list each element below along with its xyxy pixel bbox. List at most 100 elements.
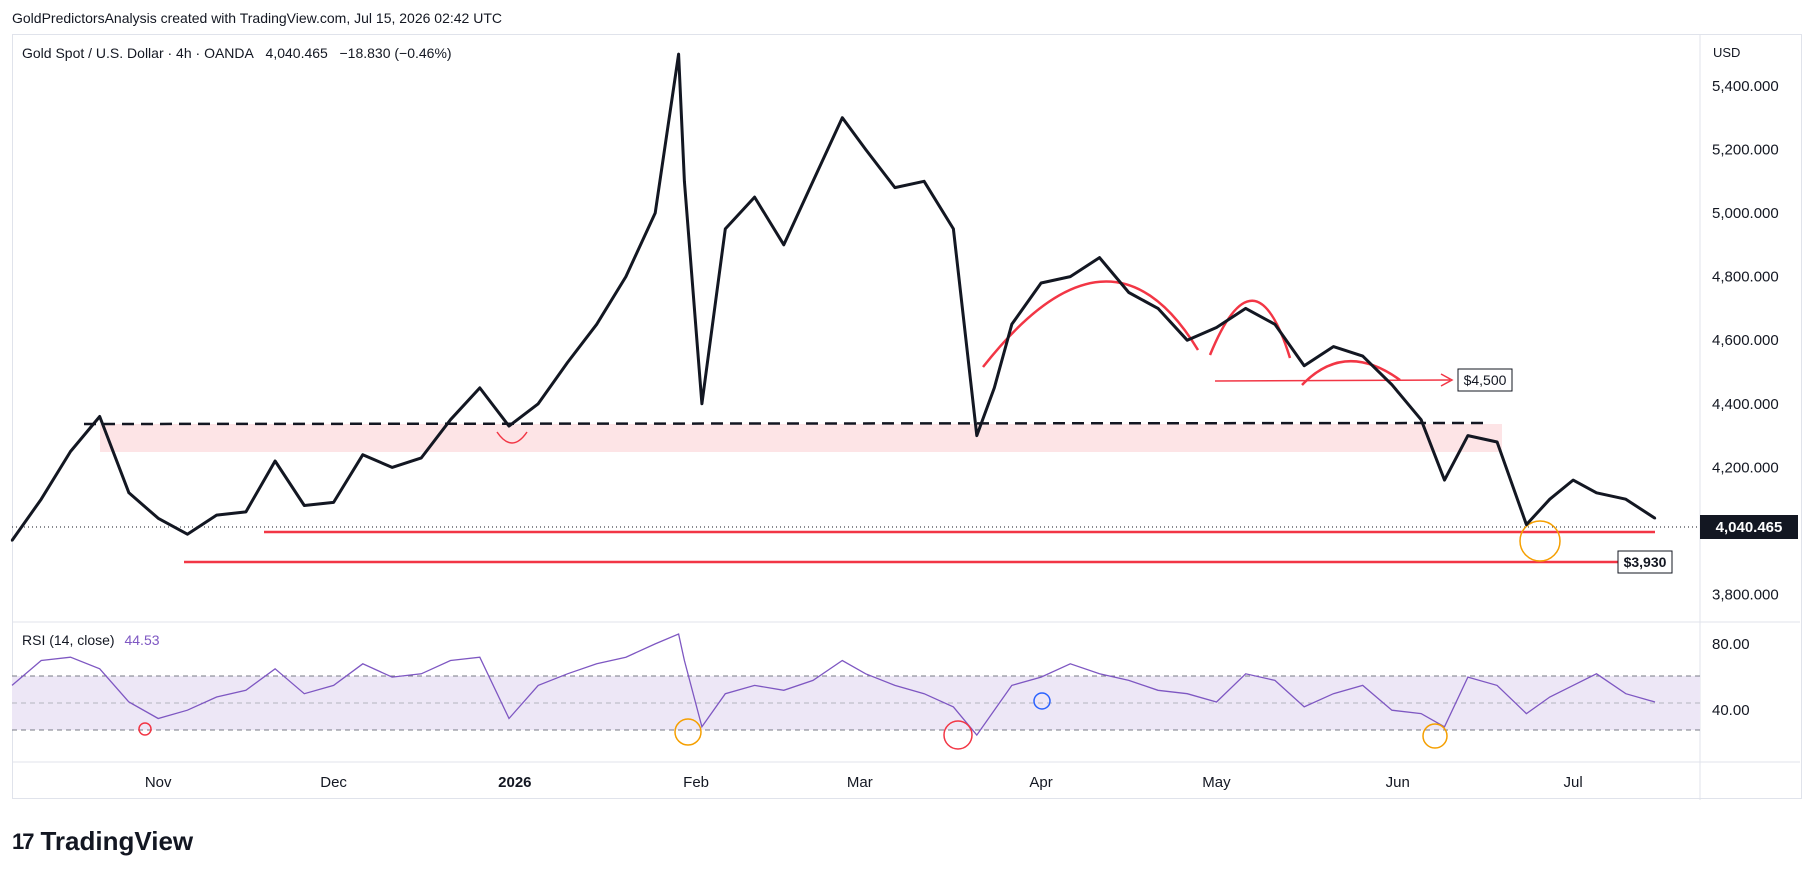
time-axis-tick: May [1202,774,1231,791]
price-point [624,275,628,278]
price-point [507,424,511,428]
price-point [753,195,756,199]
price-point [1098,256,1101,259]
price-axis-tick: 4,800.000 [1712,269,1779,286]
price-point [1595,491,1598,495]
chart-frame [12,34,1802,799]
price-point [1466,434,1470,437]
rounded-top-arc-large [982,280,1200,368]
price-point [1390,383,1394,386]
price-point [1548,497,1551,501]
time-axis-tick: 2026 [498,774,531,791]
price-point [922,180,926,183]
price-axis-tick: 4,400.000 [1712,396,1779,413]
price-point [332,501,335,504]
price-point [1332,345,1335,348]
rsi-circle-orange-1 [674,718,702,746]
price-point [893,186,897,189]
price-point [782,243,786,247]
price-point [478,386,481,390]
price-point [1069,275,1072,278]
symbol-title[interactable]: Gold Spot / U.S. Dollar · 4h · OANDA [22,45,254,61]
price-point [1571,478,1575,482]
legend-price: 4,040.465 [265,45,328,61]
support-label: $3,930 [1624,554,1667,570]
price-point [841,116,844,119]
price-point [1215,326,1218,329]
currency-selector[interactable]: USD [1713,45,1741,60]
rsi-value: 44.53 [124,632,160,648]
price-point [1495,440,1499,444]
tradingview-logo-icon: 17 [12,828,35,854]
time-axis-tick: Dec [320,774,347,791]
price-point [1443,478,1446,482]
price-point [10,539,14,542]
price-point [273,459,277,463]
price-point [1273,323,1277,326]
price-point [420,456,423,460]
price-point [1361,354,1364,358]
chart-caption: GoldPredictorsAnalysis created with Trad… [12,10,502,26]
time-axis-tick: Nov [145,774,172,791]
time-axis-tick: Mar [847,774,873,791]
price-point [993,386,996,390]
price-point [864,148,867,151]
rsi-series-line[interactable] [11,633,1656,737]
rsi-label: RSI (14, close) [22,632,115,648]
last-price-badge [1700,515,1798,539]
retest-mark [496,431,528,444]
price-point [1653,517,1657,520]
rsi-circle-orange-2 [1422,723,1448,749]
price-point [390,466,394,469]
target-arrow-line [1214,379,1451,382]
price-point [1010,323,1014,326]
price-point [127,491,131,495]
price-axis-tick: 3,800.000 [1712,587,1779,604]
target-arrow-head [1440,373,1454,387]
price-point [1039,281,1043,285]
price-point [98,415,101,418]
symbol-legend[interactable]: Gold Spot / U.S. Dollar · 4h · OANDA 4,0… [22,45,452,61]
price-point [1525,523,1528,526]
price-point [303,504,306,507]
resistance-dashed-line [83,421,1491,426]
rsi-circle-red-2 [943,720,973,750]
price-point [1419,418,1423,421]
price-point [40,497,43,501]
price-point [244,510,248,514]
orange-circle-price [1519,520,1561,562]
rsi-circle-blue [1033,692,1051,710]
price-point [1624,497,1627,501]
time-axis-tick: Jun [1386,774,1410,791]
price-axis-tick: 4,600.000 [1712,332,1779,349]
last-price-text: 4,040.465 [1716,519,1783,536]
price-point [1127,291,1130,294]
price-axis-tick: 5,400.000 [1712,78,1779,95]
price-point [700,402,704,406]
price-axis-tick: 5,200.000 [1712,141,1779,158]
brand-watermark[interactable]: 17 TradingView [12,826,193,857]
price-point [1244,307,1247,310]
price-point [537,402,540,406]
price-series-line[interactable] [10,52,1656,542]
price-point [677,52,680,56]
time-axis-tick: Apr [1029,774,1052,791]
price-point [449,418,452,421]
rsi-legend[interactable]: RSI (14, close) 44.53 [22,632,160,648]
time-axis-tick: Feb [683,774,709,791]
rsi-axis-tick: 80.00 [1712,636,1750,653]
target-label: $4,500 [1464,372,1507,388]
price-point [811,180,815,183]
price-axis-tick: 4,200.000 [1712,459,1779,476]
price-point [1186,339,1189,342]
resistance-zone [100,424,1502,452]
rsi-axis-tick: 40.00 [1712,702,1750,719]
target-label-box [1457,368,1513,392]
brand-name: TradingView [40,826,194,856]
price-point [653,211,657,215]
rounded-top-arc-small [1301,359,1401,386]
price-point [156,517,160,520]
price-point [69,450,72,453]
support-label-box [1617,550,1673,574]
